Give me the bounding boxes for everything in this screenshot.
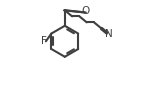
- Text: N: N: [105, 29, 113, 39]
- Text: F: F: [41, 36, 47, 46]
- Text: O: O: [81, 6, 89, 16]
